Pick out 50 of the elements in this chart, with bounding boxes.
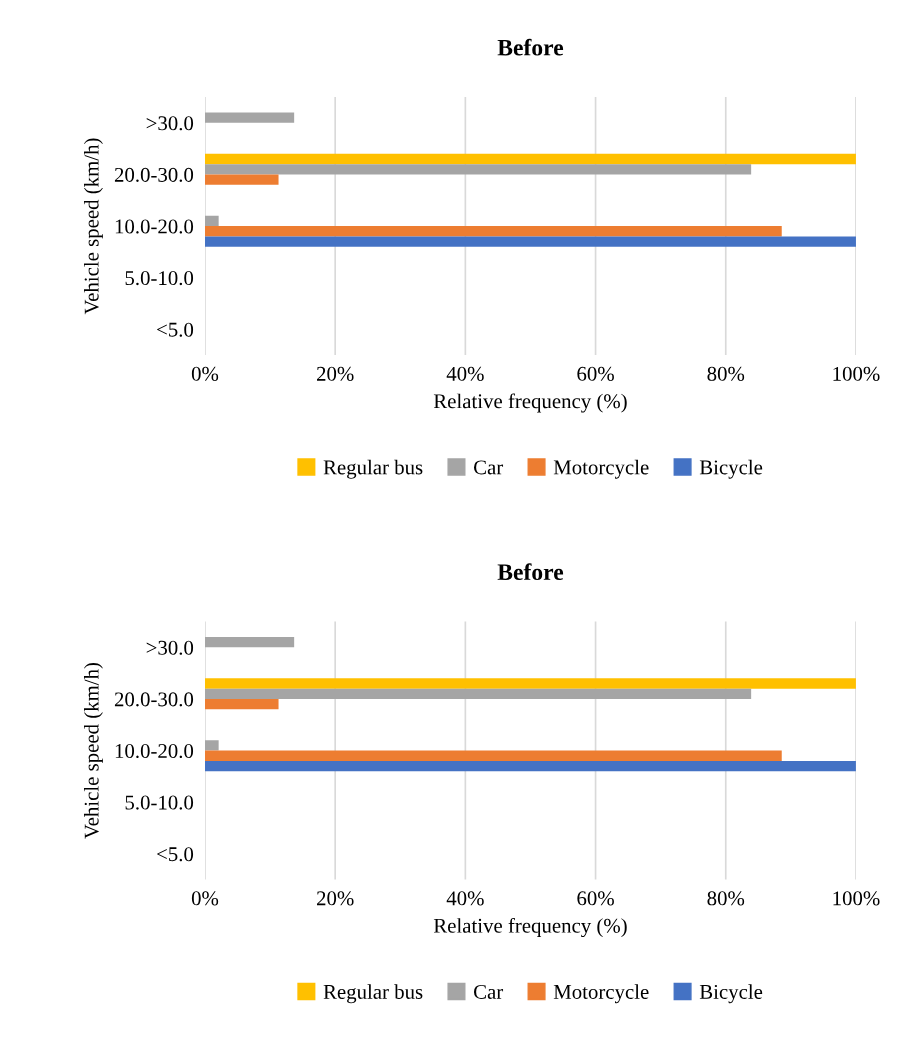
bar bbox=[204, 164, 752, 175]
bar bbox=[204, 112, 295, 123]
bar bbox=[204, 678, 856, 689]
x-tick-label: 80% bbox=[707, 366, 745, 381]
bar bbox=[204, 226, 782, 237]
bar bbox=[204, 688, 752, 699]
y-axis-title: Vehicle speed (km/h) bbox=[84, 138, 103, 315]
x-tick-label: 100% bbox=[833, 366, 880, 381]
y-tick-label: >30.0 bbox=[146, 640, 194, 655]
bar bbox=[204, 698, 279, 710]
legend-label: Regular bus bbox=[323, 984, 423, 1004]
bar bbox=[204, 760, 856, 772]
chart-title: Before bbox=[497, 38, 564, 56]
bar bbox=[204, 637, 295, 648]
y-tick-label: 5.0-10.0 bbox=[125, 271, 194, 286]
legend-label: Regular bus bbox=[323, 459, 423, 479]
legend-label: Bicycle bbox=[699, 984, 763, 1004]
legend-label: Car bbox=[474, 460, 504, 475]
y-axis-title: Vehicle speed (km/h) bbox=[84, 662, 103, 839]
legend-label: Motorcycle bbox=[553, 459, 649, 479]
x-tick-label: 40% bbox=[446, 366, 484, 381]
y-tick-label: <5.0 bbox=[157, 847, 194, 862]
x-tick-label: 100% bbox=[833, 891, 880, 906]
x-tick-label: 60% bbox=[577, 891, 614, 906]
x-tick-label: 20% bbox=[316, 366, 354, 381]
legend-label: Bicycle bbox=[699, 459, 763, 479]
y-tick-label: 10.0-20.0 bbox=[115, 743, 194, 759]
legend-label: Motorcycle bbox=[553, 984, 649, 1004]
x-tick-label: 80% bbox=[707, 891, 745, 906]
x-axis-title: Relative frequency (%) bbox=[433, 917, 627, 938]
bar bbox=[204, 750, 782, 761]
bar bbox=[204, 215, 219, 227]
legend-label: Car bbox=[474, 984, 504, 999]
x-axis-title: Relative frequency (%) bbox=[433, 393, 627, 413]
y-tick-label: <5.0 bbox=[157, 322, 194, 337]
y-tick-label: 20.0-30.0 bbox=[114, 692, 194, 707]
bar bbox=[204, 236, 856, 247]
y-tick-label: 10.0-20.0 bbox=[115, 219, 194, 234]
y-tick-label: 5.0-10.0 bbox=[125, 795, 194, 810]
bar bbox=[204, 153, 856, 165]
x-tick-label: 20% bbox=[316, 891, 354, 906]
x-tick-label: 0% bbox=[191, 366, 219, 381]
bar bbox=[204, 174, 279, 185]
y-tick-label: >30.0 bbox=[146, 116, 194, 131]
x-tick-label: 0% bbox=[191, 891, 219, 906]
y-tick-label: 20.0-30.0 bbox=[114, 167, 194, 182]
bar bbox=[204, 740, 219, 751]
x-tick-label: 40% bbox=[446, 891, 484, 906]
x-tick-label: 60% bbox=[577, 366, 614, 381]
chart-title: Before bbox=[497, 563, 564, 581]
